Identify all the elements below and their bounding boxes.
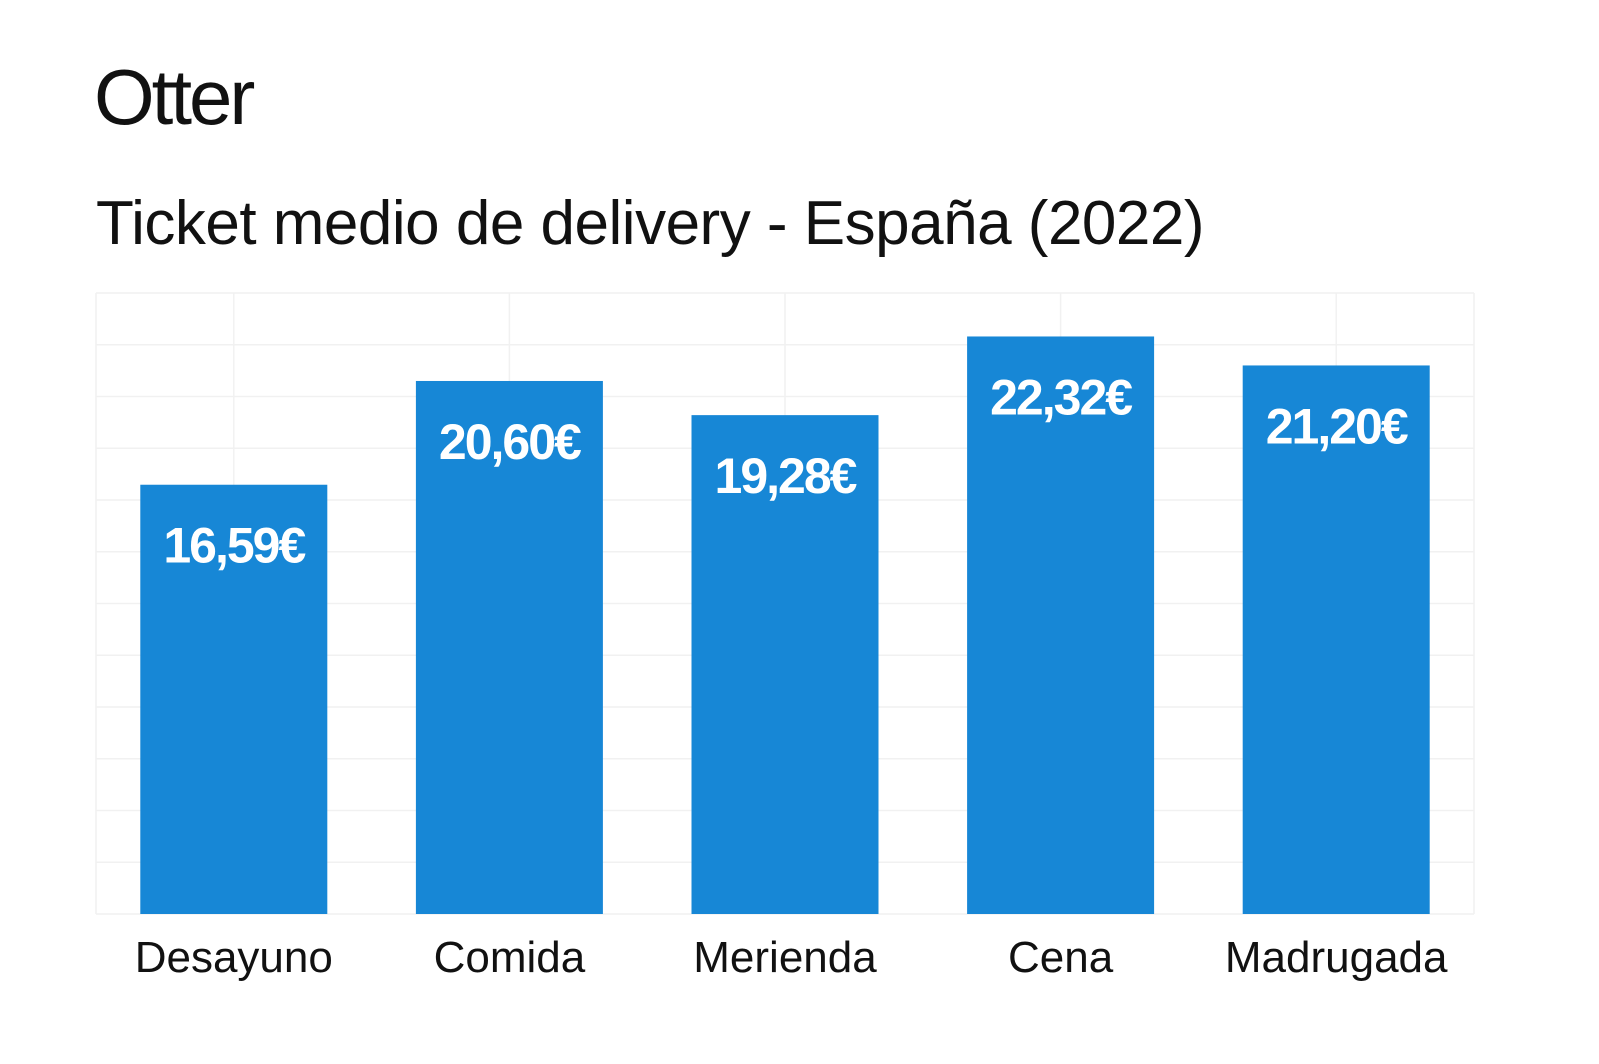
bar-madrugada bbox=[1242, 365, 1430, 914]
bar-cena bbox=[967, 336, 1155, 915]
x-tick-label: Cena bbox=[1008, 933, 1114, 982]
bar-comida bbox=[415, 380, 603, 915]
otter-logo: Otter bbox=[94, 53, 255, 141]
data-label: 16,59€ bbox=[163, 518, 305, 574]
x-tick-label: Comida bbox=[434, 933, 586, 982]
bar-merienda bbox=[691, 415, 879, 914]
chart-title: Ticket medio de delivery - España (2022) bbox=[96, 189, 1205, 258]
bar-desayuno bbox=[140, 484, 328, 914]
data-label: 19,28€ bbox=[715, 448, 857, 504]
data-label: 20,60€ bbox=[439, 414, 581, 470]
data-label: 21,20€ bbox=[1266, 398, 1408, 454]
data-label: 22,32€ bbox=[990, 369, 1132, 425]
x-tick-label: Madrugada bbox=[1225, 933, 1448, 982]
x-tick-label: Desayuno bbox=[135, 933, 333, 982]
x-tick-label: Merienda bbox=[693, 933, 877, 982]
